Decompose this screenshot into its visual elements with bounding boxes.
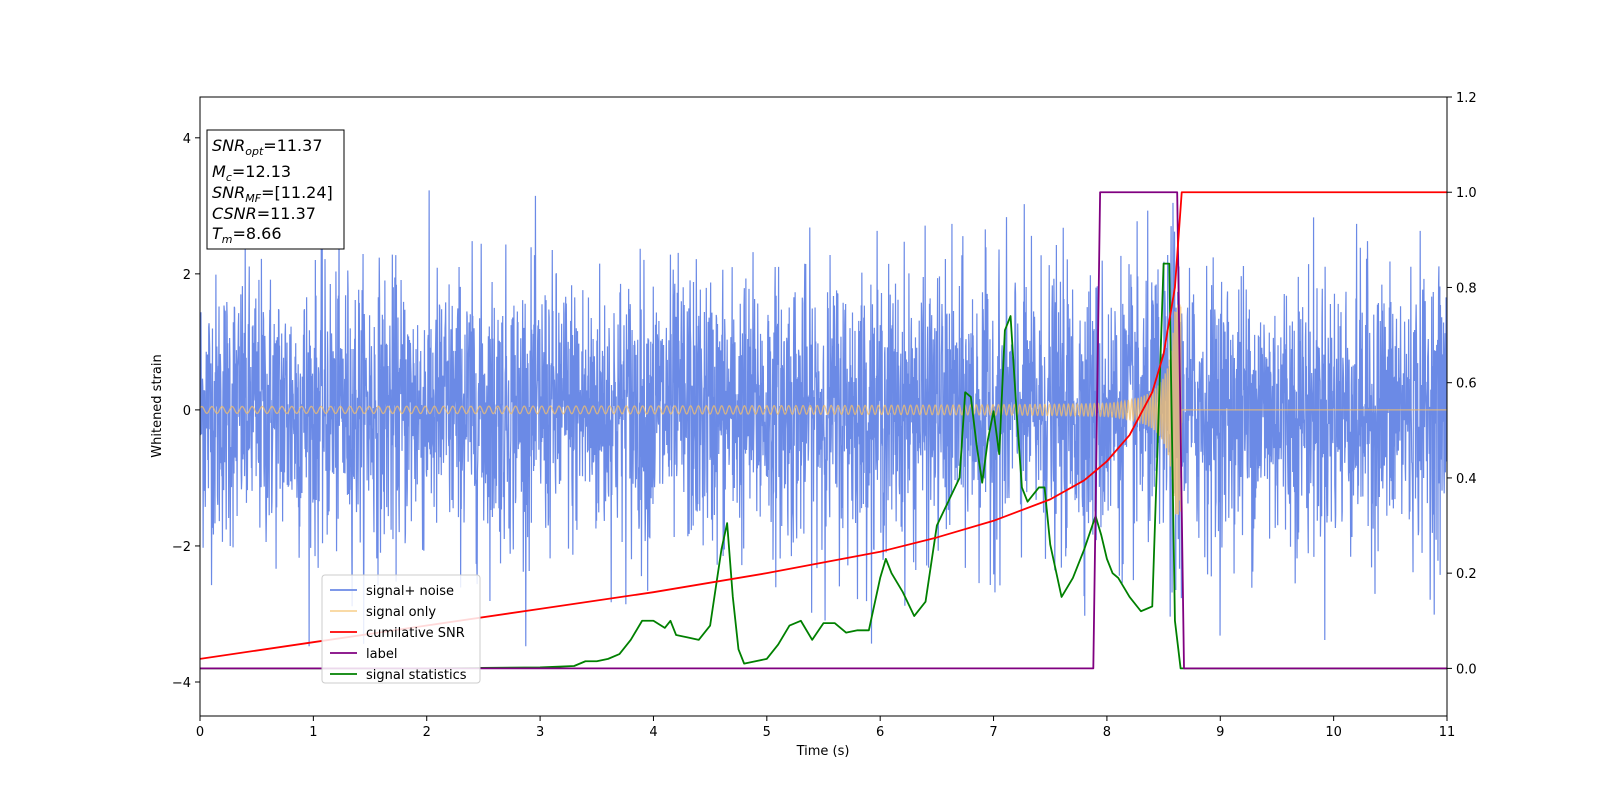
info-mc: Mc=12.13 <box>212 162 291 184</box>
x-tick-label: 10 <box>1325 725 1342 740</box>
x-tick-label: 8 <box>1103 725 1111 740</box>
info-snr-opt-value: =11.37 <box>263 136 322 155</box>
info-snr-mf-value: =[11.24] <box>261 183 333 202</box>
legend-signal-statistics-label: signal statistics <box>366 668 467 683</box>
y-left-tick-label: −2 <box>172 540 191 555</box>
series-cumulative-snr <box>200 191 1447 660</box>
x-axis-ticks: 0 1 2 3 4 5 6 7 8 9 10 11 <box>196 716 1455 740</box>
info-snr-opt-base: SNR <box>212 136 245 155</box>
info-box-frame <box>206 129 345 250</box>
info-csnr-value: =11.37 <box>257 204 316 223</box>
info-mc-sub: c <box>226 171 232 184</box>
legend-signal-noise-label: signal+ noise <box>366 584 454 599</box>
info-snr-opt: SNRopt=11.37 <box>212 136 323 158</box>
legend-signal-only-label: signal only <box>366 605 436 620</box>
info-tm-sub: m <box>222 233 233 246</box>
info-tm-value: =8.66 <box>233 224 282 243</box>
info-snr-mf-sub: MF <box>245 192 261 205</box>
x-tick-label: 0 <box>196 725 204 740</box>
info-snr-mf-base: SNR <box>212 183 245 202</box>
y-right-tick-label: 0.4 <box>1456 472 1477 487</box>
x-tick-label: 2 <box>423 725 431 740</box>
x-tick-label: 4 <box>649 725 657 740</box>
y-right-tick-label: 1.0 <box>1456 186 1477 201</box>
info-csnr: CSNR=11.37 <box>212 204 316 223</box>
x-tick-label: 5 <box>763 725 771 740</box>
y-right-axis-ticks: 1.2 1.0 0.8 0.6 0.4 0.2 0.0 <box>1447 91 1477 677</box>
x-tick-label: 7 <box>989 725 997 740</box>
series-signal-statistics <box>200 262 1447 670</box>
legend: signal+ noise signal only cumilative SNR la… <box>321 574 481 684</box>
x-tick-label: 9 <box>1216 725 1224 740</box>
y-right-tick-label: 0.6 <box>1456 377 1477 392</box>
y-left-tick-label: 4 <box>183 132 191 147</box>
info-tm: Tm=8.66 <box>212 224 282 246</box>
y-right-tick-label: 0.8 <box>1456 281 1477 296</box>
plot-frame <box>199 96 1448 717</box>
x-tick-label: 1 <box>309 725 317 740</box>
y-left-tick-label: 2 <box>183 268 191 283</box>
x-tick-label: 6 <box>876 725 884 740</box>
info-snr-mf: SNRMF=[11.24] <box>212 183 333 205</box>
info-mc-base: M <box>212 162 226 181</box>
info-tm-base: T <box>212 224 223 243</box>
legend-cumulative-snr-label: cumilative SNR <box>366 626 465 641</box>
series-layer <box>200 190 1447 670</box>
y-axis-label: Whitened strain <box>150 354 165 457</box>
info-csnr-base: CSNR <box>212 204 257 223</box>
legend-label-label: label <box>366 647 397 662</box>
y-right-tick-label: 1.2 <box>1456 91 1477 106</box>
y-left-tick-label: −4 <box>172 676 191 691</box>
legend-frame <box>321 574 481 684</box>
x-tick-label: 3 <box>536 725 544 740</box>
x-tick-label: 11 <box>1439 725 1456 740</box>
series-signal-only <box>200 304 1447 515</box>
y-right-tick-label: 0.0 <box>1456 662 1477 677</box>
series-label <box>200 191 1447 670</box>
info-snr-opt-sub: opt <box>245 145 264 158</box>
series-signal-noise <box>200 190 1447 647</box>
info-mc-value: =12.13 <box>232 162 291 181</box>
info-box: SNRopt=11.37 Mc=12.13 SNRMF=[11.24] CSNR… <box>206 129 345 250</box>
y-right-tick-label: 0.2 <box>1456 567 1477 582</box>
x-axis-label: Time (s) <box>796 744 850 759</box>
y-left-tick-label: 0 <box>183 404 191 419</box>
y-left-axis-ticks: 4 2 0 −2 −4 <box>172 132 200 691</box>
